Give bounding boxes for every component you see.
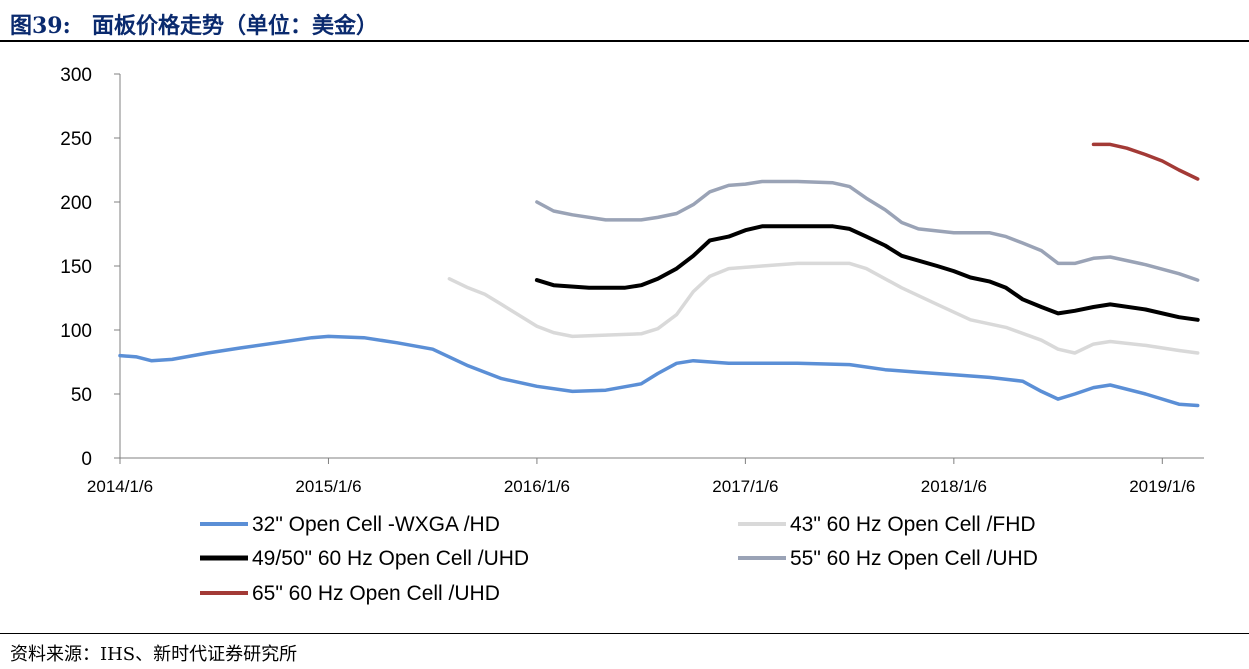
chart-legend: 32" Open Cell -WXGA /HD 43" 60 Hz Open Ce… [200,513,1038,605]
legend-label-4: 55" 60 Hz Open Cell /UHD [790,547,1038,570]
chart-axes: 0 50 100 150 200 250 300 2014/1/6 2015/1/6 2016/1… [60,65,1204,496]
y-tick-label: 150 [60,257,92,278]
legend-label-5: 65" 60 Hz Open Cell /UHD [252,582,500,605]
x-tick-label: 2016/1/6 [504,477,570,496]
x-tick-label: 2015/1/6 [295,477,361,496]
series-line-1 [118,334,1200,408]
y-tick-label: 0 [81,449,92,470]
series-line-3 [534,224,1200,322]
legend-label-2: 43" 60 Hz Open Cell /FHD [790,513,1036,536]
legend-label-1: 32" Open Cell -WXGA /HD [252,513,500,536]
x-tick-label: 2017/1/6 [712,477,778,496]
chart-title: 面板价格走势（单位：美金） [92,14,379,39]
series-line-2 [447,261,1200,355]
line-chart: 0 50 100 150 200 250 300 2014/1/6 2015/1/6 2016/1… [60,65,1204,605]
y-tick-label: 250 [60,129,92,150]
legend-label-3: 49/50" 60 Hz Open Cell /UHD [252,547,529,570]
title-bar: 图39: 面板价格走势（单位：美金） [0,0,1249,42]
y-tick-label: 100 [60,321,92,342]
y-tick-label: 300 [60,65,92,86]
chart-series-group [118,142,1200,408]
y-tick-label: 50 [71,385,92,406]
x-tick-label: 2018/1/6 [921,477,987,496]
source-divider [0,633,1249,634]
figure-label: 图39: [10,13,71,39]
y-tick-label: 200 [60,193,92,214]
series-line-5 [1091,142,1200,181]
x-tick-label: 2014/1/6 [87,477,153,496]
series-line-4 [535,179,1200,282]
x-tick-label: 2019/1/6 [1129,477,1195,496]
source-note: 资料来源：IHS、新时代证券研究所 [10,644,298,665]
